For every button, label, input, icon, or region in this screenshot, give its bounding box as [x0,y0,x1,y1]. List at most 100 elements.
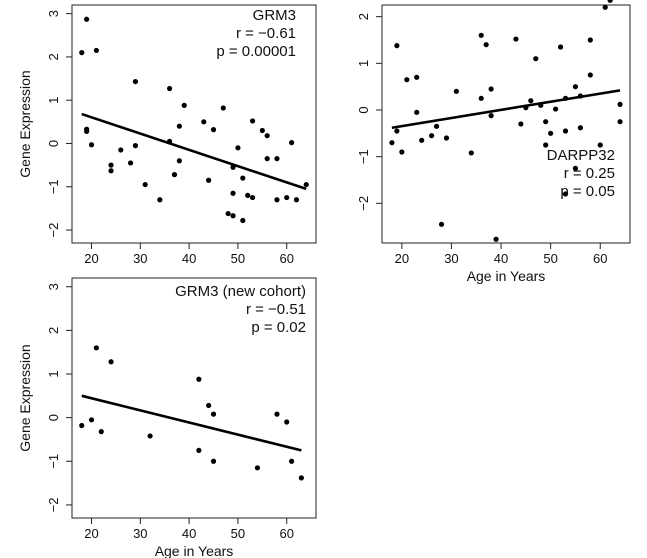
data-point [230,213,236,219]
data-point [245,192,251,198]
data-point [572,84,579,90]
data-point [617,101,623,107]
data-point [523,105,529,111]
x-tick-label: 50 [231,251,245,266]
data-point [562,191,569,197]
y-tick-label: −1 [356,149,371,164]
data-point [289,140,295,146]
data-point [538,102,544,108]
data-point [513,36,519,42]
data-point [220,105,226,111]
plot-frame [381,4,631,244]
data-point [181,102,187,108]
data-point [553,106,559,112]
y-tick-label: 3 [46,10,61,17]
y-axis-label: Gene Expression [17,70,33,177]
data-point [483,42,489,48]
data-point [488,113,494,119]
data-point [88,417,95,423]
x-axis-label: Age in Years [155,543,234,558]
data-point [84,16,90,22]
data-point [84,128,90,134]
data-point [394,43,400,49]
data-point [171,172,178,178]
x-tick-label: 60 [593,251,607,266]
data-point [284,194,290,201]
regression-line [81,112,307,191]
y-tick-label: 0 [46,414,61,421]
p-value: p = 0.00001 [216,43,296,60]
data-point [289,458,295,464]
x-axis-label: Age in Years [467,268,546,284]
y-tick-label: 1 [356,60,371,67]
y-tick-label: 3 [46,283,61,290]
x-tick-label: 40 [494,251,508,266]
data-point [572,165,579,171]
data-point [259,127,265,134]
data-point [240,217,246,224]
data-point [414,74,420,80]
y-tick-label: 0 [46,140,61,147]
data-point [118,147,124,153]
data-point [210,127,217,133]
data-point [577,93,584,99]
y-tick-label: −2 [46,497,61,512]
y-tick-label: 2 [46,53,61,60]
data-point [533,56,539,62]
data-point [206,402,212,409]
data-point [548,130,554,136]
data-point [176,123,182,129]
data-point [176,158,182,164]
data-point [468,150,474,156]
data-point [419,137,425,143]
data-point [210,458,217,464]
data-point [562,95,569,101]
data-point [298,475,304,481]
data-point [127,160,134,166]
y-tick-label: −1 [46,179,61,194]
data-point [528,98,534,104]
data-point [167,85,173,92]
data-point [557,44,564,50]
data-point [389,140,395,146]
data-point [577,125,584,131]
data-point [98,429,104,435]
data-point [414,109,420,115]
y-tick-label: 2 [46,327,61,334]
data-point [394,128,400,134]
x-tick-label: 50 [231,526,245,541]
data-point [108,168,114,174]
x-tick-label: 30 [133,526,147,541]
y-tick-label: 1 [46,370,61,377]
data-point [264,133,270,139]
y-tick-label: 2 [356,13,371,20]
data-point [303,181,309,188]
data-point [607,0,613,3]
data-point [587,37,593,43]
x-tick-label: 20 [84,526,98,541]
y-tick-label: 0 [356,106,371,113]
y-tick-label: −2 [46,223,61,238]
correlation-r: r = −0.51 [246,301,306,318]
data-point [167,138,173,144]
data-point [274,411,280,417]
data-point [602,4,608,10]
data-point [493,236,499,242]
data-point [108,162,114,168]
data-point [93,345,99,351]
plot-frame [71,277,317,519]
data-point [478,95,484,101]
data-point [235,145,241,151]
data-point [79,50,85,56]
data-point [443,135,450,141]
x-tick-label: 60 [279,526,293,541]
data-point [562,128,569,134]
p-value: p = 0.02 [251,319,306,336]
data-point [201,119,207,125]
data-point [230,164,236,170]
y-tick-label: −2 [356,196,371,211]
correlation-r: r = −0.61 [236,25,296,42]
